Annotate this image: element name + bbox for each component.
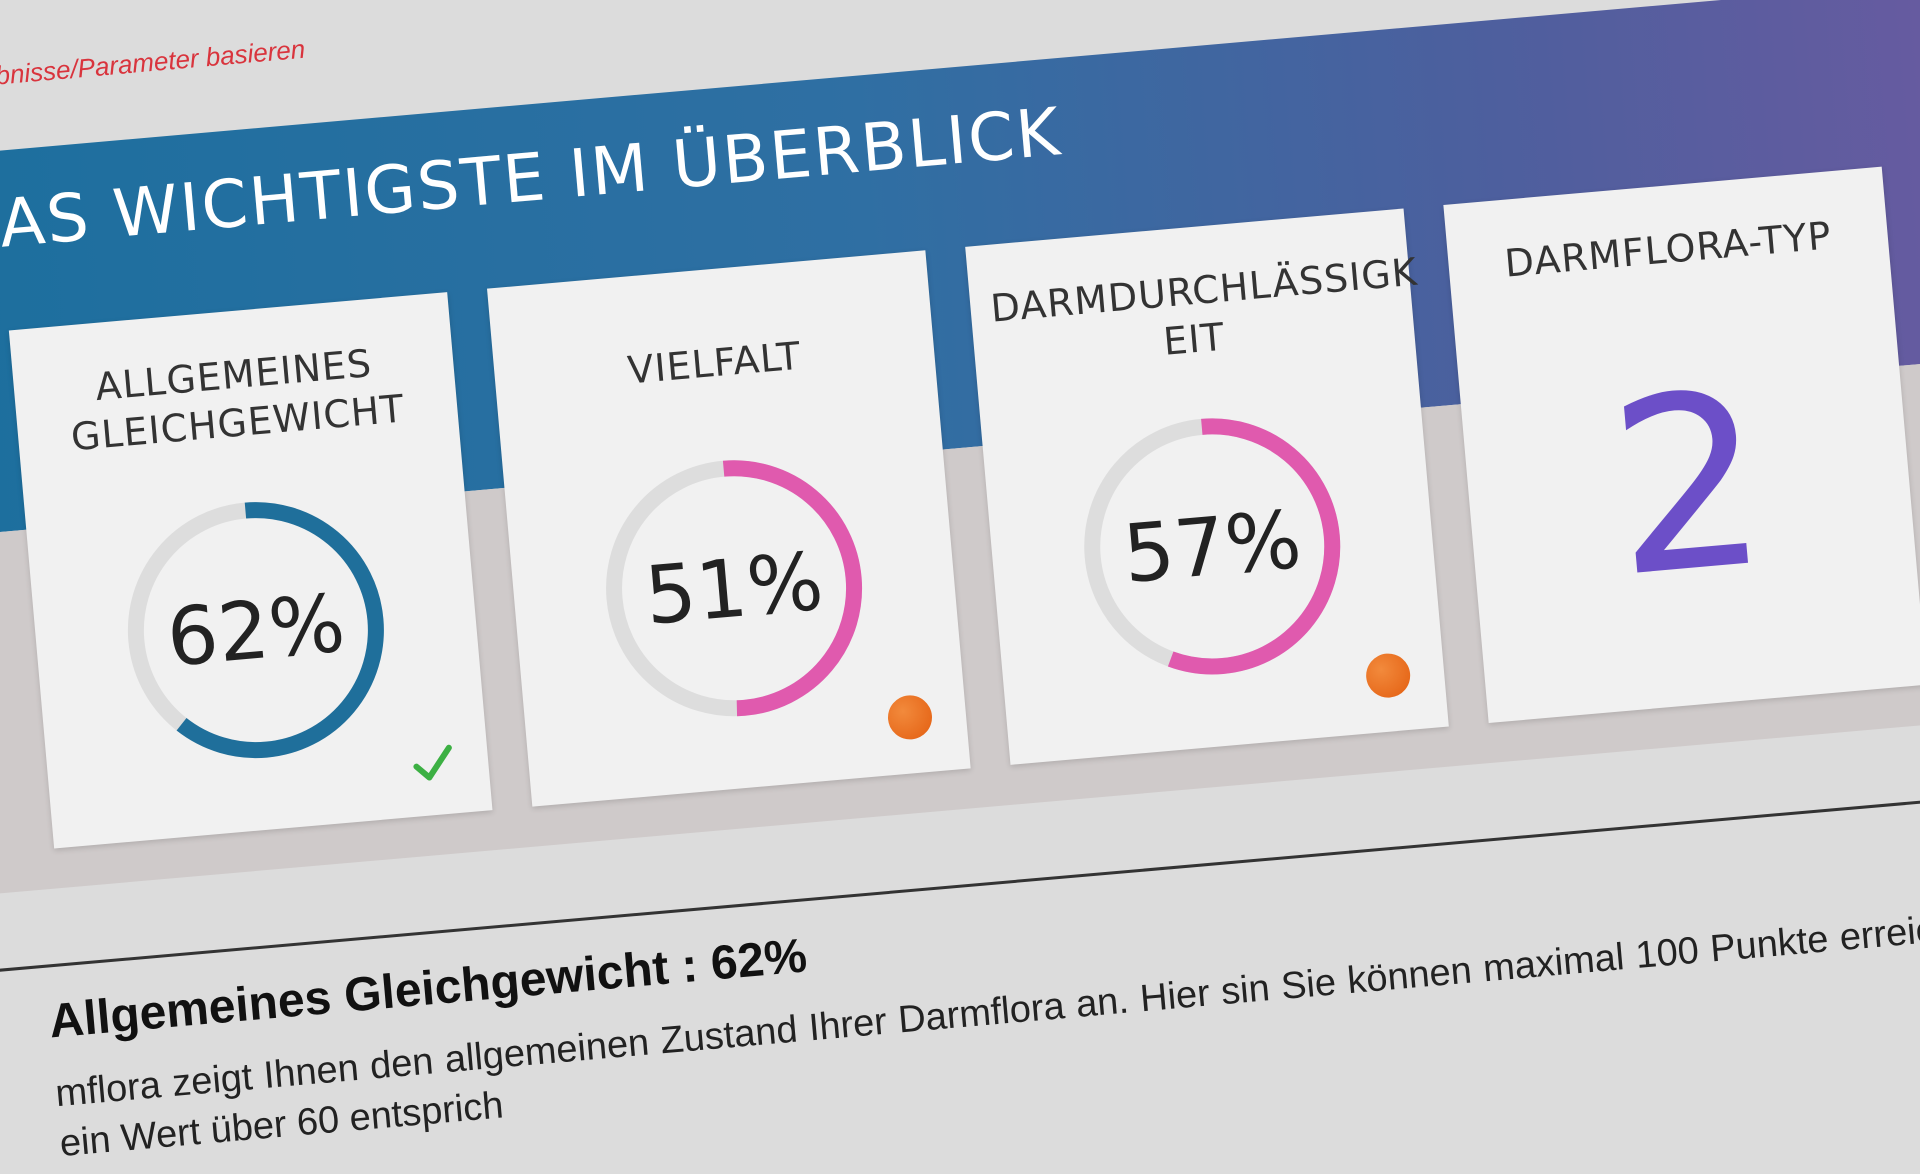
card-title: DARMDURCHLÄSSIGK EIT (988, 249, 1420, 364)
ring-value: 51% (641, 534, 827, 643)
status-dot (1364, 651, 1412, 700)
progress-ring: 51% (582, 437, 885, 740)
header-note: gebnisse/Parameter basieren (0, 33, 307, 94)
card-title: ALLGEMEINES GLEICHGEWICHT (69, 341, 407, 460)
card-darmdurchlaessigkeit[interactable]: DARMDURCHLÄSSIGK EIT 57% (965, 208, 1449, 765)
progress-ring: 62% (104, 478, 407, 781)
card-vielfalt[interactable]: VIELFALT 51% (487, 250, 971, 807)
ring-progress (1084, 418, 1341, 675)
card-title: VIELFALT (625, 333, 803, 393)
type-value: 2 (1600, 338, 1777, 631)
card-darmflora-typ[interactable]: DARMFLORA-TYP 2 (1443, 166, 1920, 724)
check-icon (413, 744, 452, 781)
ring-progress (127, 502, 384, 759)
progress-ring-svg (606, 460, 863, 717)
progress-ring-svg (1084, 418, 1341, 675)
card-allgemeines-gleichgewicht[interactable]: ALLGEMEINES GLEICHGEWICHT 62% (8, 292, 493, 849)
ring-progress (606, 460, 863, 717)
card-title: DARMFLORA-TYP (1502, 213, 1834, 286)
ring-value: 62% (163, 576, 349, 685)
status-dot (886, 693, 934, 742)
progress-ring-svg (127, 502, 384, 759)
progress-ring: 57% (1061, 395, 1364, 698)
ring-value: 57% (1119, 492, 1305, 601)
